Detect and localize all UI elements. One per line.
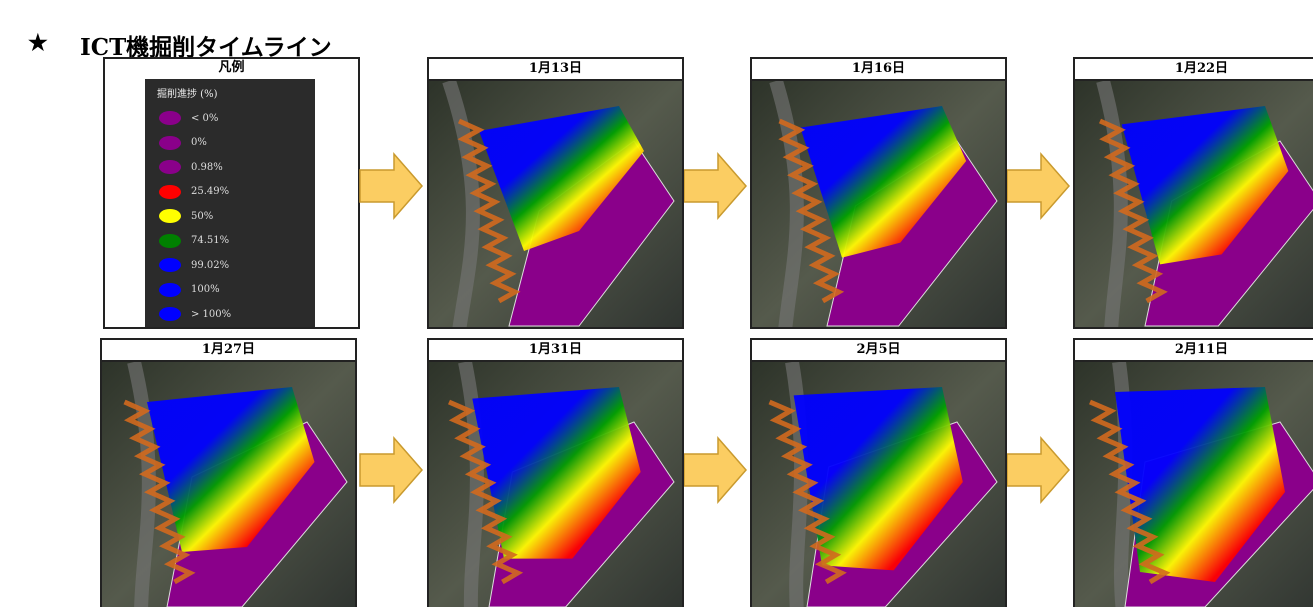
timeline-panel: 1月16日: [750, 57, 1007, 329]
legend-title: 凡例: [105, 59, 358, 77]
site-image: [752, 362, 1005, 607]
arrow: [682, 436, 748, 504]
legend-label: 0.98%: [191, 162, 223, 173]
legend-swatch: [159, 234, 181, 248]
legend-item: 0.98%: [145, 155, 315, 180]
panel-date: 2月5日: [752, 340, 1005, 362]
legend-label: 99.02%: [191, 260, 229, 271]
timeline-panel: 2月5日: [750, 338, 1007, 607]
panel-date: 2月11日: [1075, 340, 1313, 362]
arrow: [682, 152, 748, 220]
legend-item: > 100%: [145, 302, 315, 327]
panel-date: 1月16日: [752, 59, 1005, 81]
legend-heading: 掘削進捗 (%): [145, 79, 315, 106]
legend-label: > 100%: [191, 309, 231, 320]
legend-label: 100%: [191, 284, 220, 295]
legend-swatch: [159, 209, 181, 223]
site-image: [1075, 362, 1313, 607]
legend-item: 99.02%: [145, 253, 315, 278]
arrow-shape: [360, 154, 422, 218]
panel-date: 1月31日: [429, 340, 682, 362]
arrow: [358, 436, 424, 504]
panel-date: 1月27日: [102, 340, 355, 362]
legend-item: 50%: [145, 204, 315, 229]
star: ★: [28, 30, 48, 56]
arrow: [1005, 152, 1071, 220]
panel-date: 1月22日: [1075, 59, 1313, 81]
site-image: [752, 81, 1005, 329]
legend-swatch: [159, 160, 181, 174]
legend-label: 25.49%: [191, 186, 229, 197]
legend-box: 掘削進捗 (%) < 0% 0% 0.98% 25.49% 50% 74.51% 99.02…: [145, 79, 315, 329]
site-image: [102, 362, 355, 607]
arrow-shape: [360, 438, 422, 502]
legend-label: 0%: [191, 137, 207, 148]
legend-swatch: [159, 185, 181, 199]
site-image: [429, 362, 682, 607]
timeline-panel: 1月13日: [427, 57, 684, 329]
legend-item: < 0%: [145, 106, 315, 131]
arrow-shape: [684, 154, 746, 218]
timeline-panel: 2月11日: [1073, 338, 1313, 607]
timeline-panel: 1月22日: [1073, 57, 1313, 329]
legend-label: 74.51%: [191, 235, 229, 246]
timeline-panel: 1月27日: [100, 338, 357, 607]
legend-swatch: [159, 307, 181, 321]
legend-label: < 0%: [191, 113, 218, 124]
timeline-panel: 1月31日: [427, 338, 684, 607]
site-image: [1075, 81, 1313, 329]
legend-swatch: [159, 258, 181, 272]
legend-panel: 凡例 掘削進捗 (%) < 0% 0% 0.98% 25.49% 50% 74.51% 99…: [103, 57, 360, 329]
legend-item: 25.49%: [145, 180, 315, 205]
legend-label: 50%: [191, 211, 213, 222]
arrow: [358, 152, 424, 220]
page: ★ ICT機掘削タイムライン 凡例 掘削進捗 (%) < 0%0%0.98%25…: [0, 0, 1313, 607]
legend-swatch: [159, 283, 181, 297]
arrow-shape: [1007, 154, 1069, 218]
legend-swatch: [159, 136, 181, 150]
legend-swatch: [159, 111, 181, 125]
arrow: [1005, 436, 1071, 504]
arrow-shape: [1007, 438, 1069, 502]
legend-item: 74.51%: [145, 229, 315, 254]
panel-date: 1月13日: [429, 59, 682, 81]
site-image: [429, 81, 682, 329]
legend-item: 100%: [145, 278, 315, 303]
legend-item: 0%: [145, 131, 315, 156]
arrow-shape: [684, 438, 746, 502]
